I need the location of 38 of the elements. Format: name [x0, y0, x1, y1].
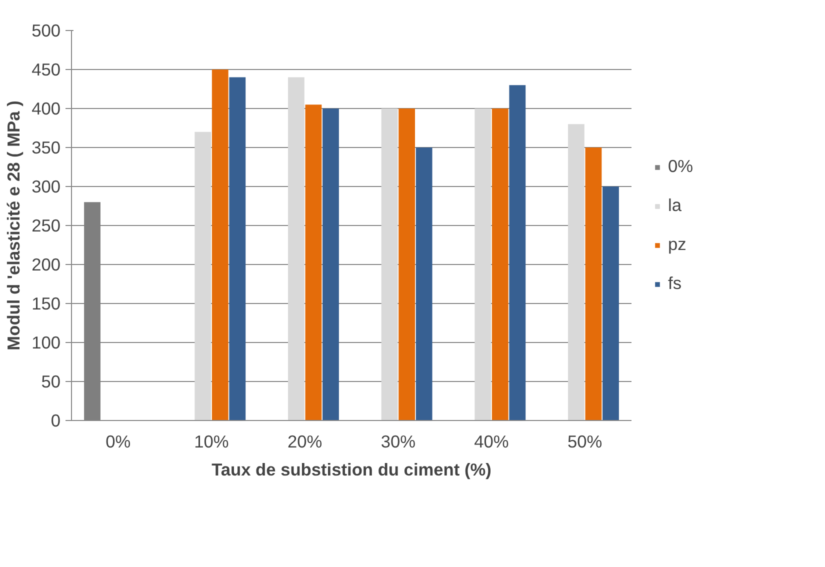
y-tick-label: 100 — [32, 332, 61, 352]
x-axis-title: Taux de substistion du ciment (%) — [212, 460, 492, 480]
x-tick-label: 0% — [106, 432, 131, 452]
bar — [602, 186, 619, 420]
y-tick-label: 400 — [32, 98, 61, 118]
bar — [568, 124, 584, 420]
bar — [416, 148, 432, 420]
x-tick-label: 30% — [380, 432, 416, 452]
y-tick-label: 0 — [50, 410, 61, 430]
y-tick-label: 150 — [32, 294, 61, 314]
bar — [229, 77, 246, 420]
bar — [322, 108, 339, 420]
x-tick-label: 10% — [194, 432, 229, 452]
y-tick-label: 500 — [32, 20, 61, 40]
y-tick-label: 250 — [32, 216, 61, 236]
bar — [288, 77, 304, 420]
legend-label: pz — [668, 234, 688, 255]
legend-label: 0% — [668, 156, 694, 177]
bar — [509, 85, 526, 420]
y-tick-label: 450 — [32, 60, 61, 80]
y-tick-label: 300 — [32, 176, 61, 196]
legend-label: la — [668, 195, 682, 216]
y-axis-title: Modul d 'elasticité e 28 ( MPa ) — [4, 100, 24, 350]
bar — [585, 148, 602, 420]
bar — [474, 108, 492, 420]
bar — [305, 104, 322, 420]
y-tick-label: 50 — [41, 372, 61, 392]
bar — [492, 108, 508, 420]
x-tick-label: 40% — [474, 432, 509, 452]
bar — [398, 108, 415, 420]
x-tick-label: 20% — [287, 432, 322, 452]
y-tick-label: 350 — [32, 138, 61, 158]
bar — [212, 70, 228, 420]
x-tick-label: 50% — [567, 432, 602, 452]
bar — [381, 108, 398, 420]
legend-label: fs — [668, 273, 682, 294]
y-tick-label: 200 — [32, 254, 61, 274]
bar — [194, 132, 212, 420]
